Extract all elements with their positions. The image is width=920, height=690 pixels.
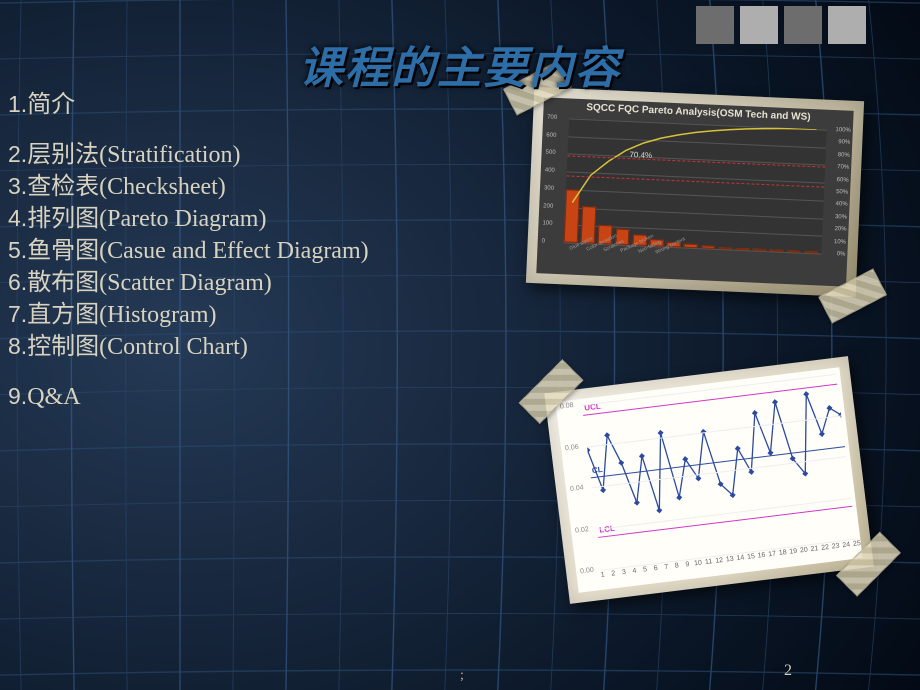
list-item: 5.鱼骨图(Casue and Effect Diagram): [8, 236, 369, 266]
list-item-text: 散布图(Scatter Diagram): [27, 270, 272, 296]
control-chart-photo: UCLCLLCL 0.080.060.040.020.0012345678910…: [544, 356, 874, 604]
page-number: 2: [784, 662, 792, 680]
list-item: 8.控制图(Control Chart): [8, 332, 369, 362]
pareto-y-tick-right: 40%: [835, 202, 847, 209]
cc-y-tick: 0.02: [575, 526, 589, 535]
pareto-plot-area: 7006005004003002001000100%90%80%70%60%50…: [564, 118, 827, 253]
list-item-text: 层别法(Stratification): [27, 142, 240, 168]
cc-x-label: 1: [600, 571, 605, 578]
cc-x-label: 16: [757, 552, 766, 560]
pareto-y-tick-right: 70%: [837, 164, 849, 171]
cc-x-label: 23: [831, 543, 840, 551]
pareto-y-tick-right: 90%: [838, 140, 850, 147]
list-item: 4.排列图(Pareto Diagram): [8, 204, 369, 234]
pareto-y-tick: 100: [542, 221, 552, 227]
cc-x-label: 3: [622, 569, 627, 576]
list-item-text: 直方图(Histogram): [27, 302, 216, 328]
pareto-photo: SQCC FQC Pareto Analysis(OSM Tech and WS…: [526, 87, 864, 297]
list-item-text: 简介: [27, 92, 75, 118]
cc-x-label: 20: [800, 547, 809, 555]
square-2: [740, 6, 778, 44]
square-1: [696, 6, 734, 44]
cc-x-label: 10: [694, 560, 703, 568]
pareto-y-tick-right: 0%: [837, 251, 846, 257]
list-item: 1.简介: [8, 90, 369, 120]
pareto-y-tick-right: 50%: [836, 189, 848, 196]
pareto-y-tick-right: 20%: [834, 226, 846, 233]
cc-x-label: 14: [736, 554, 745, 562]
cc-x-label: 21: [810, 545, 819, 553]
cc-x-label: 25: [853, 540, 862, 548]
list-item: 2.层别法(Stratification): [8, 140, 369, 170]
cc-x-label: 19: [789, 548, 798, 556]
content-list: 1.简介2.层别法(Stratification)3.查检表(Checkshee…: [8, 90, 369, 414]
list-item-number: 5.: [8, 237, 27, 263]
pareto-y-tick-right: 10%: [834, 239, 846, 246]
control-chart: UCLCLLCL 0.080.060.040.020.0012345678910…: [555, 367, 862, 592]
list-item-number: 3.: [8, 173, 27, 199]
list-item-text: 排列图(Pareto Diagram): [27, 206, 266, 232]
cc-y-tick: 0.08: [560, 402, 574, 411]
pareto-y-tick: 700: [547, 114, 557, 120]
pareto-chart: SQCC FQC Pareto Analysis(OSM Tech and WS…: [536, 97, 853, 286]
pareto-pct-label: 70.4%: [629, 150, 652, 160]
pareto-y-tick-right: 100%: [835, 127, 851, 134]
pareto-y-tick: 400: [545, 168, 555, 174]
cc-x-label: 13: [726, 556, 735, 564]
pareto-y-tick-right: 60%: [837, 177, 849, 184]
cc-x-label: 7: [664, 564, 669, 571]
pareto-y-tick-right: 30%: [835, 214, 847, 221]
list-item: 6.散布图(Scatter Diagram): [8, 268, 369, 298]
cc-x-label: 15: [747, 553, 756, 561]
cc-y-tick: 0.04: [570, 484, 584, 493]
cc-x-label: 17: [768, 550, 777, 558]
list-item-text: Q&A: [27, 384, 80, 410]
cc-y-tick: 0.00: [580, 567, 594, 576]
cc-x-label: 18: [778, 549, 787, 557]
decorative-squares: [696, 6, 866, 44]
cc-x-label: 5: [643, 566, 648, 573]
pareto-y-tick: 0: [542, 238, 546, 244]
slide-title: 课程的主要内容: [299, 32, 621, 96]
pareto-y-tick: 300: [544, 185, 554, 191]
cc-x-label: 24: [842, 541, 851, 549]
cc-x-label: 11: [705, 558, 713, 566]
list-item-text: 查检表(Checksheet): [27, 174, 226, 200]
list-item-number: 4.: [8, 205, 27, 231]
cc-x-label: 12: [715, 557, 724, 565]
cc-x-label: 22: [821, 544, 830, 552]
pareto-y-tick: 500: [545, 150, 555, 156]
list-item-number: 9.: [8, 383, 27, 409]
list-item: 7.直方图(Histogram): [8, 300, 369, 330]
list-item: 9.Q&A: [8, 382, 369, 412]
cc-x-label: 9: [685, 561, 690, 568]
cc-x-label: 6: [653, 565, 658, 572]
list-item-text: 控制图(Control Chart): [27, 334, 248, 360]
footer-mark: ;: [460, 668, 464, 684]
pareto-y-tick: 200: [543, 203, 553, 209]
cc-y-tick: 0.06: [565, 443, 579, 452]
pareto-y-tick: 600: [546, 132, 556, 138]
list-item-number: 1.: [8, 91, 27, 117]
list-item-number: 7.: [8, 301, 27, 327]
list-item: 3.查检表(Checksheet): [8, 172, 369, 202]
list-item-number: 8.: [8, 333, 27, 359]
square-3: [784, 6, 822, 44]
cc-x-label: 2: [611, 570, 616, 577]
list-item-number: 6.: [8, 269, 27, 295]
list-item-text: 鱼骨图(Casue and Effect Diagram): [27, 238, 368, 264]
cc-x-label: 8: [675, 562, 680, 569]
square-4: [828, 6, 866, 44]
cc-x-label: 4: [632, 568, 637, 575]
list-item-number: 2.: [8, 141, 27, 167]
pareto-y-tick-right: 80%: [838, 152, 850, 159]
